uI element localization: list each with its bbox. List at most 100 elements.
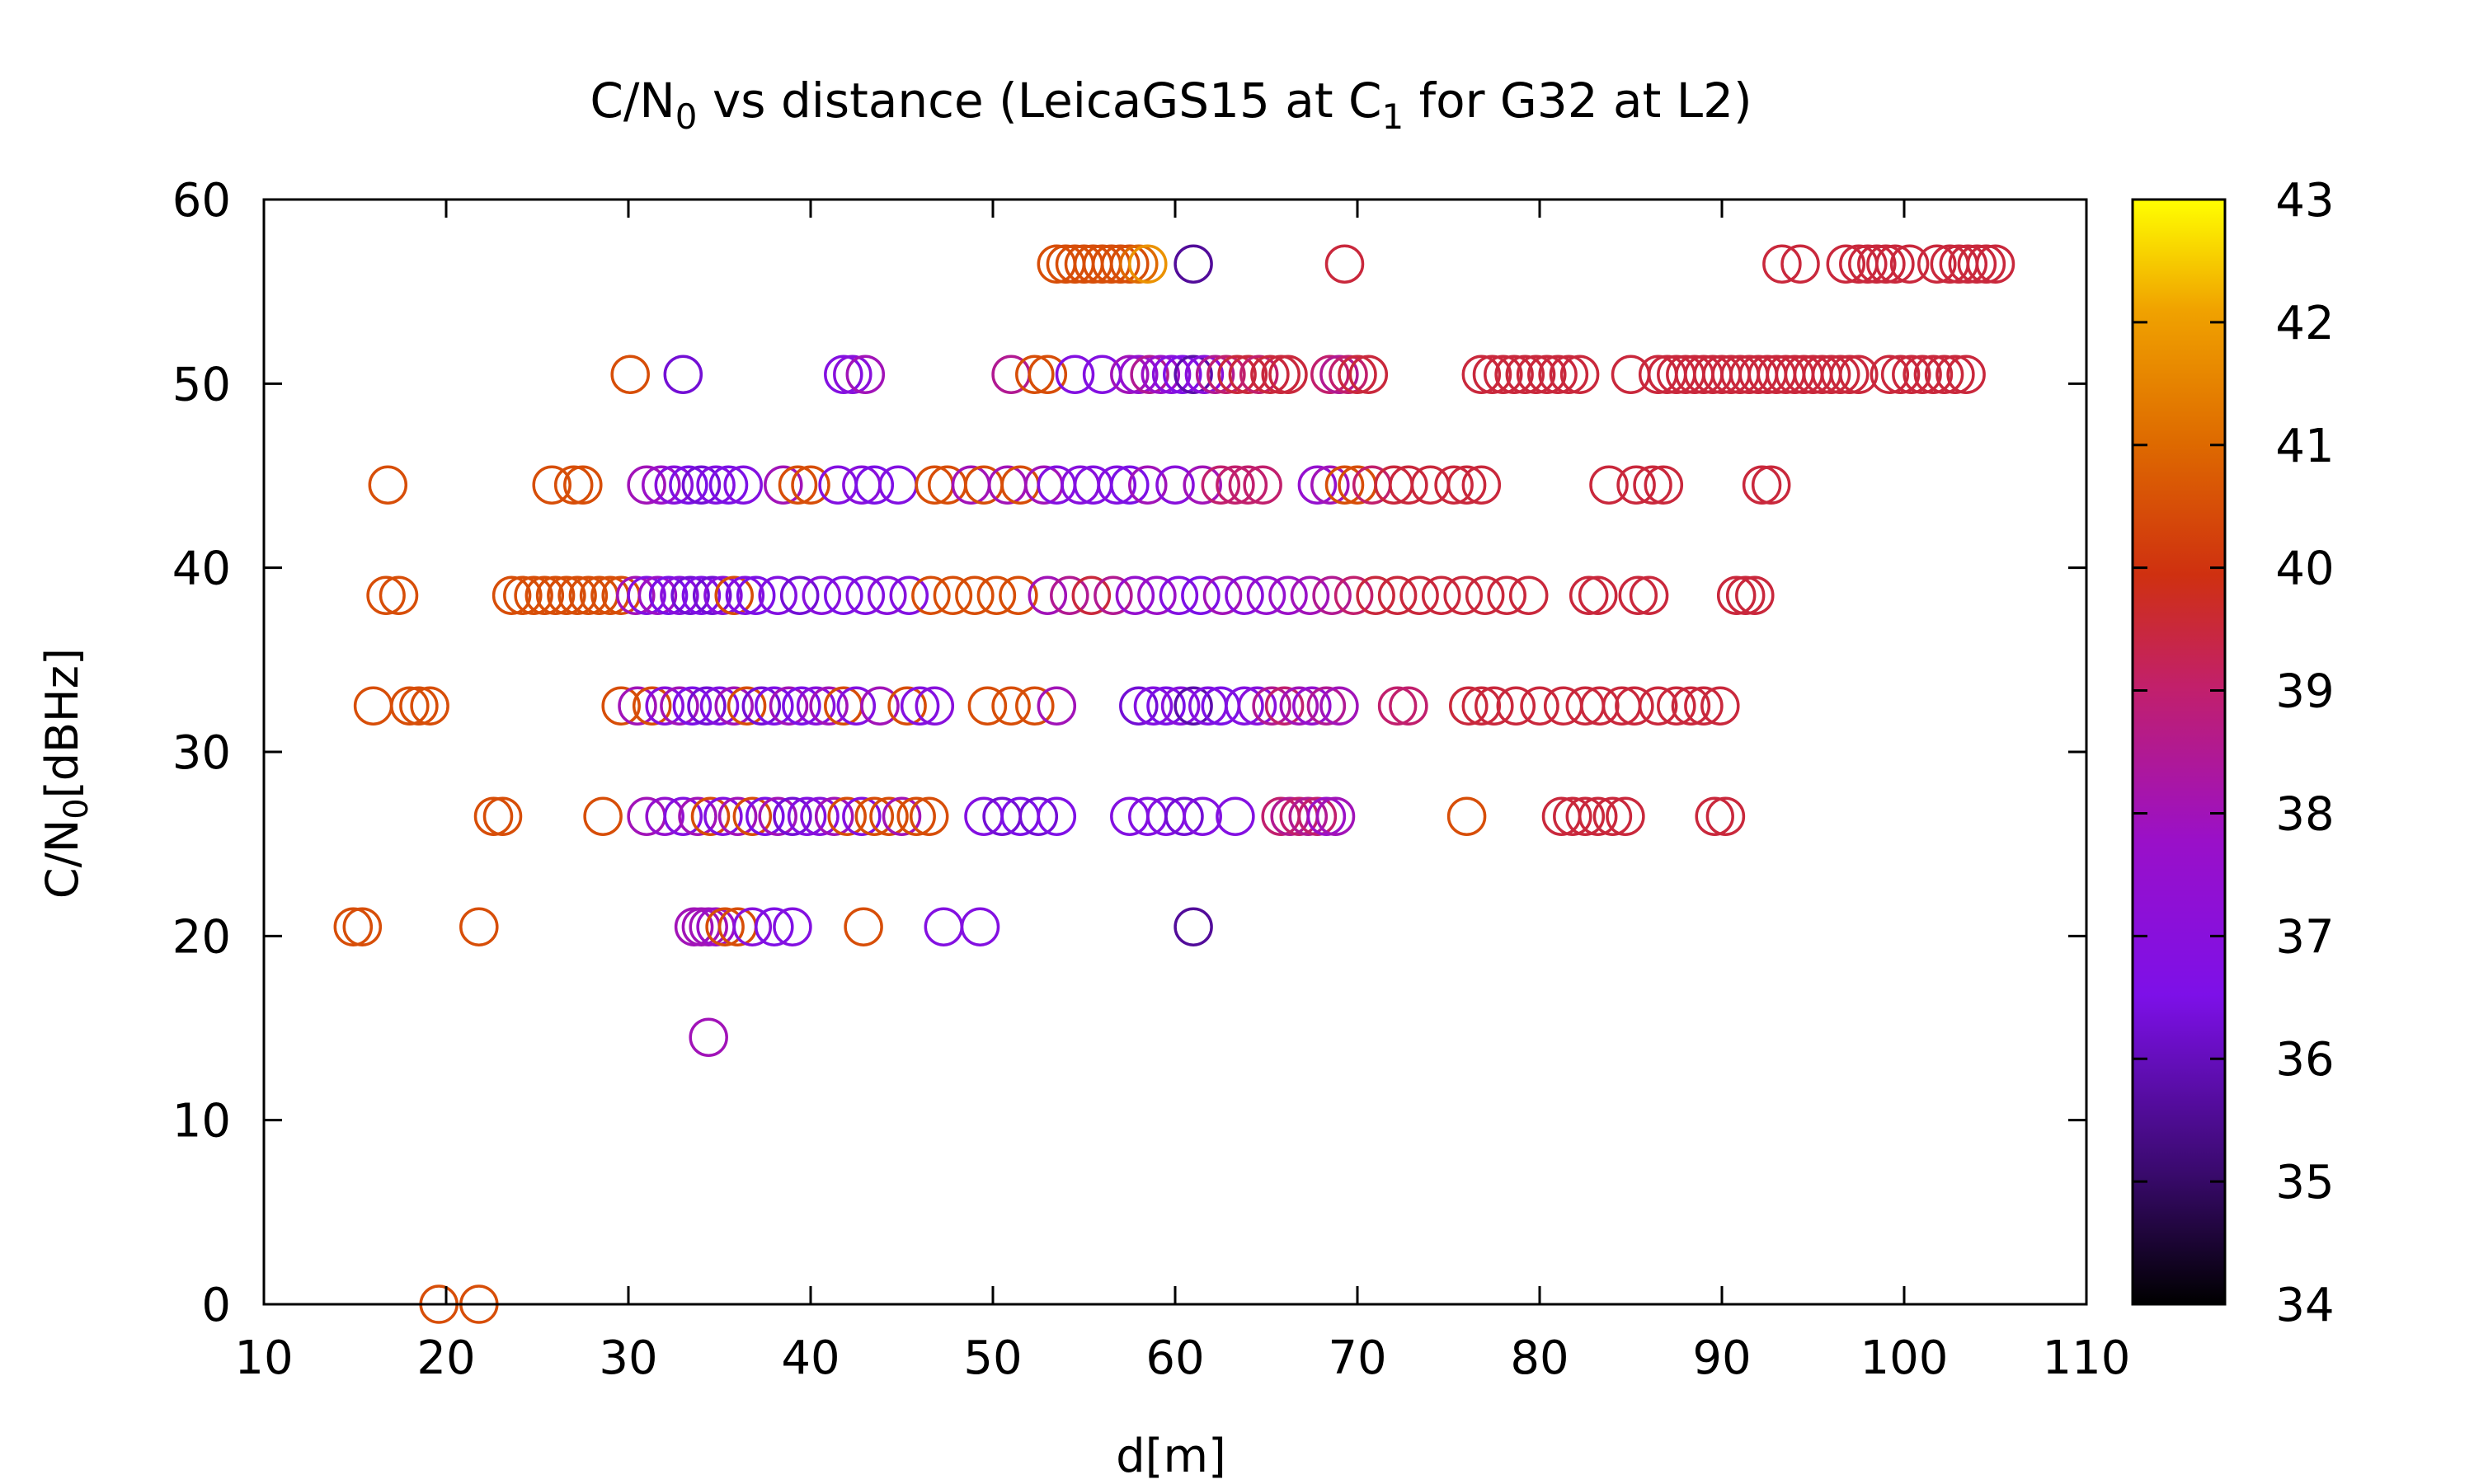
data-point: [991, 686, 1031, 726]
data-point: [889, 575, 929, 615]
data-point: [915, 686, 955, 726]
data-point: [1028, 575, 1068, 615]
data-point: [854, 465, 895, 505]
data-point: [503, 575, 543, 615]
x-tick-label: 50: [963, 1331, 1022, 1385]
data-point: [1055, 355, 1095, 394]
data-point: [836, 686, 877, 726]
y-axis-ticks: 0 10 20 30 40 50 60: [172, 174, 2086, 1332]
data-point: [854, 796, 895, 836]
data-point: [967, 686, 1008, 726]
x-tick-label: 40: [781, 1331, 840, 1385]
data-point: [1119, 244, 1159, 284]
data-point: [1279, 686, 1319, 726]
data-point: [896, 796, 936, 836]
data-point: [824, 355, 863, 394]
data-point: [1829, 355, 1870, 394]
data-point: [842, 796, 882, 836]
data-point: [618, 686, 657, 726]
data-point: [869, 796, 909, 836]
data-point: [1312, 575, 1352, 615]
data-point: [1811, 355, 1851, 394]
data-point: [1128, 465, 1168, 505]
data-point: [1606, 796, 1645, 836]
data-point: [703, 796, 743, 836]
data-point: [736, 575, 776, 615]
colorbar-gradient: [2133, 200, 2225, 1304]
data-point: [670, 575, 710, 615]
data-point: [1695, 796, 1734, 836]
data-point: [1306, 686, 1347, 726]
data-point: [1174, 907, 1213, 946]
data-point: [844, 907, 883, 946]
data-point: [1110, 355, 1150, 394]
data-point: [1333, 575, 1374, 615]
data-point: [1578, 796, 1618, 836]
title-text-1: vs distance (LeicaGS15 at C: [698, 73, 1382, 129]
colorbar-tick-label: 43: [2275, 174, 2334, 228]
data-point: [1181, 575, 1221, 615]
data-point: [1310, 465, 1350, 505]
data-point: [692, 575, 732, 615]
x-tick-label: 30: [599, 1331, 657, 1385]
data-point: [1924, 355, 1964, 394]
data-point: [1377, 575, 1418, 615]
data-point: [1913, 355, 1954, 394]
data-point: [563, 465, 603, 505]
data-point: [648, 575, 689, 615]
data-point: [1237, 686, 1277, 726]
data-point: [1762, 244, 1802, 284]
data-point: [845, 575, 886, 615]
data-point: [1324, 465, 1365, 505]
data-point: [1780, 244, 1820, 284]
x-tick-label: 110: [2043, 1331, 2131, 1385]
data-point: [900, 686, 940, 726]
data-point: [1935, 355, 1975, 394]
data-point: [1508, 575, 1549, 615]
data-point: [1297, 796, 1338, 836]
data-point: [1174, 686, 1213, 726]
colorbar-tick-label: 36: [2275, 1033, 2334, 1087]
data-point: [601, 686, 641, 726]
data-point: [714, 686, 754, 726]
title-main: C/N: [590, 73, 675, 129]
data-point: [1264, 686, 1305, 726]
data-point: [1917, 244, 1957, 284]
scatter-points: [333, 244, 2015, 1324]
y-tick-label: 10: [172, 1095, 231, 1148]
data-point: [1183, 465, 1222, 505]
data-point: [669, 465, 708, 505]
data-point: [627, 575, 666, 615]
data-point: [824, 575, 863, 615]
y-tick-label: 60: [172, 174, 231, 228]
data-point: [1446, 796, 1487, 836]
data-point: [1866, 244, 1906, 284]
data-point: [1975, 244, 2015, 284]
data-point: [773, 907, 812, 946]
data-point: [1705, 796, 1746, 836]
data-point: [1538, 355, 1578, 394]
y-tick-label: 0: [201, 1279, 231, 1332]
data-point: [1751, 465, 1791, 505]
data-point: [1684, 686, 1724, 726]
data-point: [1155, 465, 1195, 505]
data-point: [887, 686, 927, 726]
data-point: [1580, 686, 1620, 726]
data-point: [1496, 686, 1536, 726]
data-point: [1115, 575, 1155, 615]
data-point: [1028, 355, 1068, 394]
colorbar-ticks: 34 35 36 37 38 39 40 41 42 43: [2133, 174, 2335, 1332]
data-point: [547, 575, 586, 615]
data-point: [1100, 244, 1141, 284]
data-point: [1324, 244, 1365, 284]
data-point: [1137, 575, 1177, 615]
title-subscript-1: 1: [1382, 96, 1404, 137]
data-point: [368, 465, 408, 505]
data-point: [758, 575, 797, 615]
data-point: [1826, 244, 1866, 284]
data-point: [1228, 465, 1268, 505]
data-point: [535, 575, 576, 615]
data-point: [1163, 355, 1202, 394]
data-point: [1225, 575, 1264, 615]
colorbar-tick-label: 37: [2275, 910, 2334, 964]
